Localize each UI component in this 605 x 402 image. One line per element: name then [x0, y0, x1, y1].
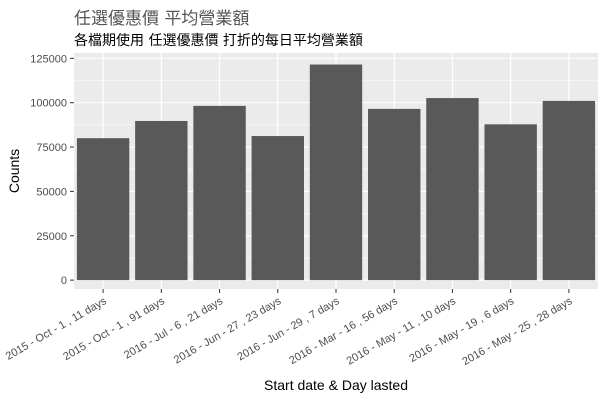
y-tick-label: 125000 [30, 53, 67, 65]
y-tick-label: 75000 [36, 142, 67, 154]
x-tick-label: 2016 - Jun - 29 , 7 days [235, 295, 342, 363]
y-tick-label: 50000 [36, 186, 67, 198]
x-tick-label: 2015 - Oct - 1 , 11 days [4, 295, 109, 363]
bar [309, 64, 363, 281]
bar [542, 100, 596, 281]
bar [193, 105, 246, 281]
bar [251, 136, 304, 281]
chart-subtitle: 各檔期使用 任選優惠價 打折的每日平均營業額 [74, 33, 363, 49]
x-axis-title: Start date & Day lasted [264, 377, 408, 393]
y-tick-label: 100000 [30, 98, 67, 110]
bar [426, 98, 479, 281]
x-tick-label: 2016 - May - 19 , 6 days [407, 295, 516, 365]
y-tick-label: 0 [61, 275, 67, 287]
x-tick-label: 2016 - May - 11 , 10 days [345, 295, 459, 368]
bars [76, 64, 596, 281]
bar [368, 108, 421, 281]
x-tick-label: 2016 - Jul - 6 , 21 days [122, 295, 225, 362]
x-tick-label: 2016 - Jun - 27 , 23 days [172, 295, 284, 366]
y-axis: 0 25000 50000 75000 100000 125000 [30, 53, 74, 287]
y-tick-label: 25000 [36, 231, 67, 243]
x-tick-label: 2016 - Mar - 16 , 56 days [287, 295, 400, 367]
chart-title: 任選優惠價 平均營業額 [74, 9, 250, 29]
bar [76, 138, 130, 281]
bar [484, 124, 537, 281]
y-axis-title: Counts [6, 149, 22, 193]
bar [135, 120, 188, 281]
x-tick-label: 2016 - May - 25 , 28 days [460, 295, 574, 368]
x-tick-label: 2015 - Oct - 1 , 91 days [61, 295, 167, 363]
